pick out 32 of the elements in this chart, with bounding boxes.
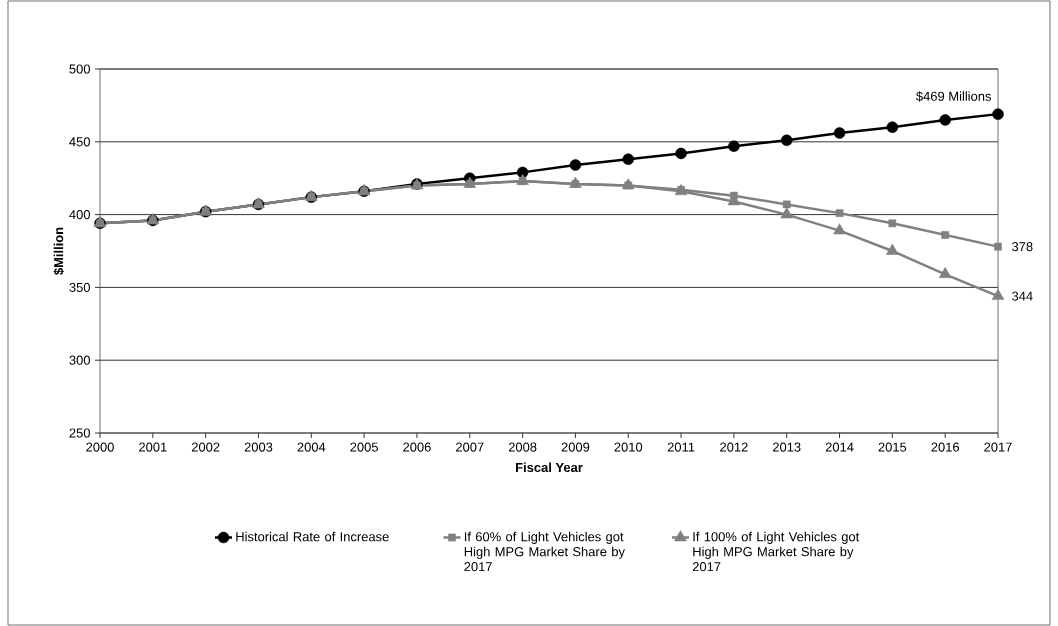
legend-label: If 60% of Light Vehicles got High MPG Market Share by 2017 — [464, 531, 625, 572]
y-tick-label: 300 — [69, 355, 90, 365]
x-tick-label: 2009 — [561, 442, 590, 452]
x-tick-label: 2002 — [191, 442, 220, 452]
x-tick-label: 2001 — [139, 442, 167, 452]
x-tick-label: 2013 — [772, 442, 801, 452]
x-tick-label: 2008 — [508, 442, 537, 452]
x-tick-label: 2003 — [244, 442, 273, 452]
y-tick-label: 350 — [69, 282, 90, 292]
annotation: 378 — [1011, 242, 1033, 252]
x-tick-label: 2017 — [984, 442, 1012, 452]
x-tick-label: 2015 — [878, 442, 907, 452]
x-tick-label: 2000 — [86, 442, 114, 452]
x-tick-label: 2004 — [297, 442, 326, 452]
y-axis-title: $Million — [53, 227, 65, 275]
y-tick-label: 400 — [69, 210, 90, 220]
x-tick-label: 2007 — [456, 442, 484, 452]
legend-label: Historical Rate of Increase — [236, 531, 389, 542]
x-tick-label: 2012 — [720, 442, 748, 452]
y-tick-label: 500 — [69, 64, 90, 74]
x-tick-label: 2005 — [350, 442, 378, 452]
x-tick-label: 2010 — [614, 442, 643, 452]
annotation: $469 Millions — [916, 91, 992, 102]
y-tick-label: 450 — [69, 137, 90, 147]
x-tick-label: 2014 — [825, 442, 854, 452]
x-axis-title: Fiscal Year — [516, 462, 583, 472]
x-tick-label: 2006 — [403, 442, 431, 452]
x-tick-label: 2016 — [931, 442, 960, 452]
x-tick-label: 2011 — [667, 442, 695, 452]
legend-label: If 100% of Light Vehicles got High MPG Market Share by 2017 — [692, 531, 860, 572]
annotation: 344 — [1011, 291, 1033, 301]
y-tick-label: 250 — [69, 428, 90, 438]
